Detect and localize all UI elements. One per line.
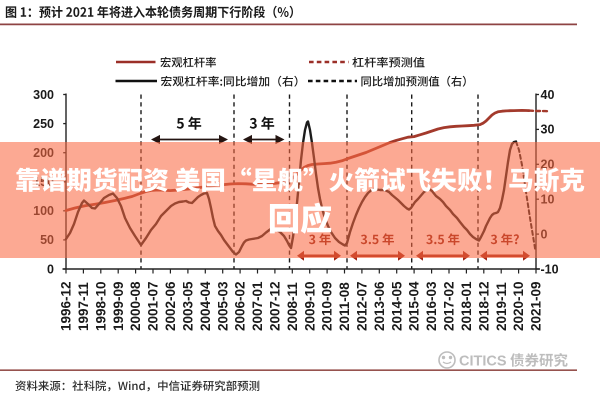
- svg-text:2018-12: 2018-12: [476, 281, 491, 331]
- svg-text:40: 40: [541, 88, 555, 102]
- svg-text:2009-10: 2009-10: [302, 281, 317, 331]
- svg-text:2019-11: 2019-11: [494, 282, 509, 331]
- svg-text:2017-02: 2017-02: [442, 281, 457, 331]
- svg-text:-10: -10: [541, 262, 559, 276]
- svg-text:2018-01: 2018-01: [459, 281, 474, 331]
- svg-text:2015-04: 2015-04: [407, 281, 422, 331]
- svg-text:1998-10: 1998-10: [93, 281, 108, 331]
- svg-text:CITICS: CITICS: [459, 354, 507, 370]
- svg-text:2010-09: 2010-09: [320, 281, 335, 331]
- svg-text:2021-09: 2021-09: [529, 281, 544, 331]
- svg-text:2012-07: 2012-07: [355, 281, 370, 331]
- svg-text:2003-05: 2003-05: [181, 281, 196, 331]
- svg-text:2001-07: 2001-07: [146, 281, 161, 331]
- svg-text:2016-03: 2016-03: [424, 281, 439, 331]
- svg-text:2014-05: 2014-05: [389, 281, 404, 331]
- svg-text:2011-08: 2011-08: [337, 282, 352, 331]
- svg-text:2007-01: 2007-01: [250, 281, 265, 331]
- svg-text:1999-09: 1999-09: [111, 281, 126, 331]
- svg-text:2013-06: 2013-06: [372, 281, 387, 331]
- svg-text:1996-12: 1996-12: [59, 281, 74, 331]
- svg-text:2005-03: 2005-03: [215, 281, 230, 331]
- svg-text:2006-02: 2006-02: [233, 281, 248, 331]
- svg-text:2002-06: 2002-06: [163, 281, 178, 331]
- svg-text:2020-10: 2020-10: [511, 281, 526, 331]
- svg-text:2008-11: 2008-11: [285, 282, 300, 331]
- svg-text:1997-11: 1997-11: [76, 282, 91, 331]
- svg-text:2007-12: 2007-12: [268, 281, 283, 331]
- svg-text:2004-04: 2004-04: [198, 281, 213, 331]
- svg-text:30: 30: [541, 123, 555, 137]
- svg-text:300: 300: [33, 88, 54, 102]
- svg-text:0: 0: [47, 262, 54, 276]
- svg-text:2000-08: 2000-08: [128, 281, 143, 331]
- svg-text:250: 250: [33, 117, 54, 131]
